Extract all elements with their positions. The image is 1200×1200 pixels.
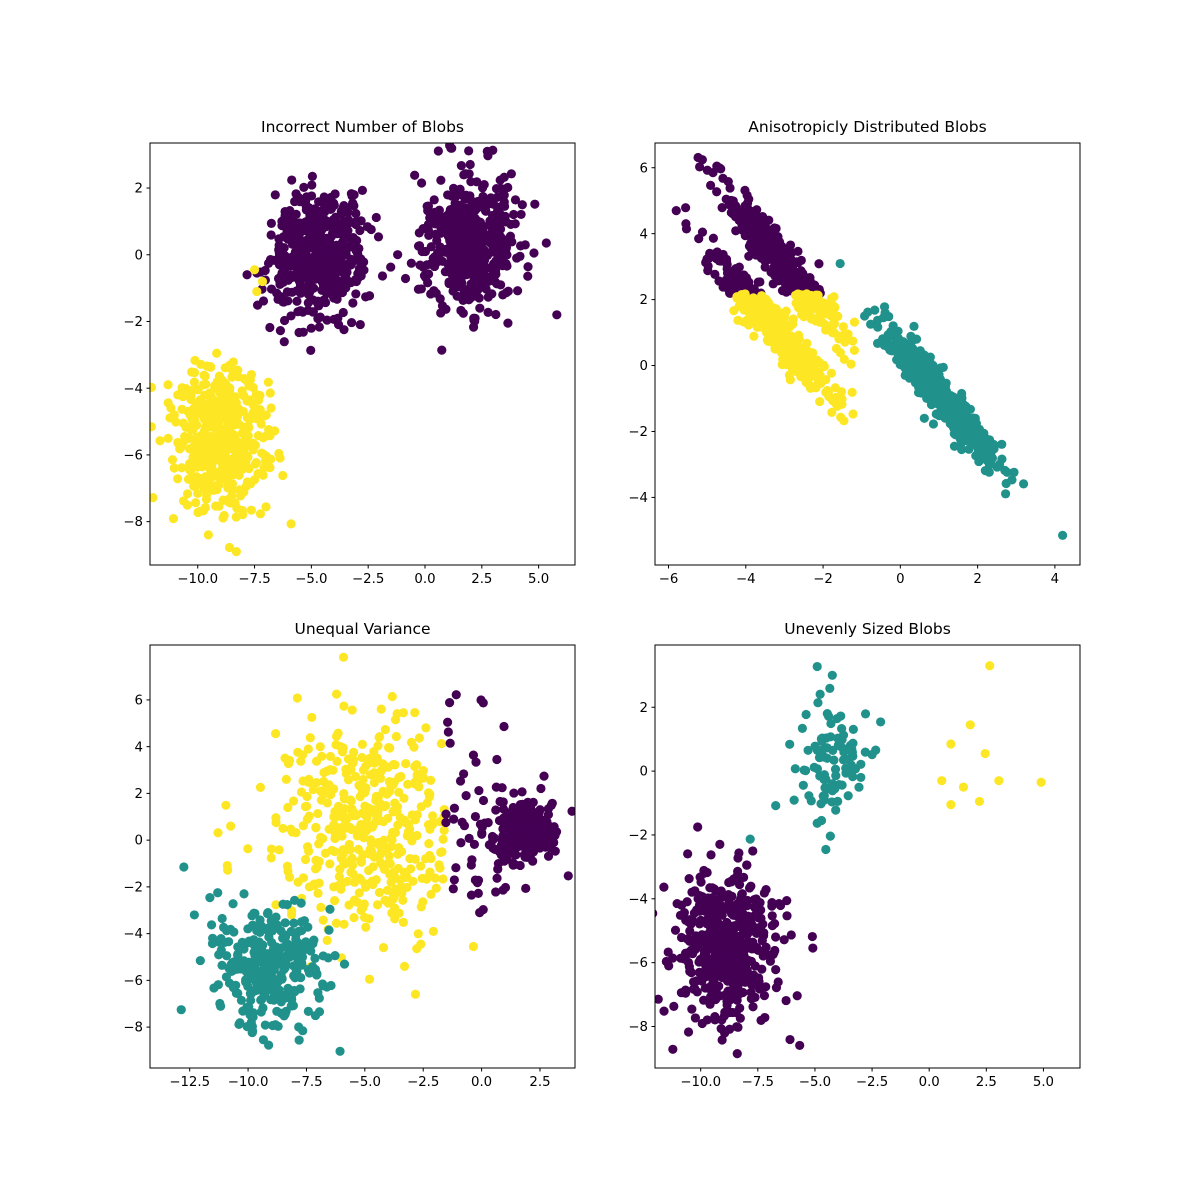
y-tick-label: 6 [640, 161, 648, 176]
cluster-yellow-small-blob-10pts [937, 661, 1046, 810]
cluster-purple-stripe-tip-points [671, 161, 722, 229]
y-tick-label: −6 [628, 956, 648, 971]
x-tick-label: −10.0 [228, 1075, 269, 1090]
y-tick-label: 2 [640, 293, 648, 308]
x-tick-label: −10.0 [177, 572, 218, 587]
scatter-points [176, 652, 576, 1056]
x-tick-label: −5.0 [799, 1075, 831, 1090]
cluster-teal-stripe [835, 258, 1029, 499]
x-tick-label: −7.5 [742, 1075, 774, 1090]
cluster-teal-blob [176, 889, 350, 1056]
axes-spines [149, 644, 576, 1069]
y-tick-label: 0 [135, 834, 143, 849]
y-tick-label: −2 [123, 880, 143, 895]
plot-title-unevenly-sized-blobs: Unevenly Sized Blobs [784, 620, 951, 638]
y-tick-label: 6 [135, 694, 143, 709]
y-tick-label: −4 [628, 491, 648, 506]
cluster-yellow-blob [149, 348, 296, 553]
x-tick-label: −10.0 [680, 1075, 721, 1090]
cluster-purple-low-outlier [732, 1049, 742, 1059]
y-tick-label: −2 [628, 425, 648, 440]
subplot-unevenly-sized-blobs: Unevenly Sized Blobs −10.0 −7.5 −5.0 −2.5 0.0… [628, 620, 1081, 1090]
plot-title-anisotropicly-distributed-blobs: Anisotropicly Distributed Blobs [748, 118, 986, 136]
y-tick-label: −6 [123, 449, 143, 464]
x-tick-label: 2.5 [471, 572, 492, 587]
y-tick-label: −4 [628, 892, 648, 907]
y-tick-label: 0 [640, 359, 648, 374]
scatter-points [671, 152, 1068, 540]
x-tick-label: −2.5 [856, 1075, 888, 1090]
y-tick-label: 2 [135, 182, 143, 197]
cluster-yellow-main-stripe [729, 289, 858, 426]
cluster-yellow-boundary-points [231, 265, 268, 557]
scatter-points [149, 142, 562, 557]
y-tick-label: −8 [628, 1020, 648, 1035]
subplot-anisotropicly-distributed-blobs: Anisotropicly Distributed Blobs −6 −4 −2 0 2 4… [628, 118, 1081, 587]
cluster-yellow-low-stray-points [364, 939, 479, 984]
x-tick-label: −7.5 [290, 1075, 322, 1090]
x-tick-label: −4 [736, 572, 756, 587]
cluster-teal-medium-blob-100pts [745, 661, 886, 855]
y-tick-label: −4 [123, 382, 143, 397]
x-tick-label: −2.5 [407, 1075, 439, 1090]
y-tick-label: 0 [640, 765, 648, 780]
cluster-purple-large-blob-500pts [654, 822, 818, 1054]
x-tick-label: 2.5 [529, 1075, 550, 1090]
subplot-incorrect-number-of-blobs: Incorrect Number of Blobs −10.0 −7.5 −5.0 −2… [123, 118, 576, 587]
x-tick-label: −6 [659, 572, 679, 587]
axes-spines [654, 644, 1081, 1069]
y-tick-label: −8 [123, 1021, 143, 1036]
axes-spines [149, 142, 576, 566]
x-tick-label: −5.0 [349, 1075, 381, 1090]
cluster-purple-right-blob [377, 142, 551, 355]
y-tick-label: −6 [123, 974, 143, 989]
x-tick-label: 4 [1051, 572, 1059, 587]
y-tick-label: 2 [135, 787, 143, 802]
x-tick-label: 0.0 [919, 1075, 940, 1090]
x-tick-label: −12.5 [169, 1075, 210, 1090]
x-tick-label: 0.0 [471, 1075, 492, 1090]
x-tick-label: 2 [973, 572, 981, 587]
cluster-purple-top-of-left-stripe [681, 203, 766, 298]
cluster-purple-right-outlier [552, 310, 562, 320]
x-tick-label: −7.5 [238, 572, 270, 587]
axes-spines [654, 142, 1081, 566]
x-tick-label: −2 [813, 572, 833, 587]
cluster-purple-upper-stripe [693, 152, 825, 299]
y-tick-label: 0 [135, 248, 143, 263]
x-tick-label: 5.0 [1033, 1075, 1054, 1090]
x-tick-label: 0.0 [414, 572, 435, 587]
y-tick-label: −8 [123, 515, 143, 530]
y-tick-label: 4 [640, 227, 648, 242]
x-tick-label: 5.0 [528, 572, 549, 587]
cluster-teal-stray-points [179, 862, 223, 920]
x-tick-label: −5.0 [295, 572, 327, 587]
cluster-yellow-wide-blob [213, 652, 449, 999]
cluster-yellow-tail-of-upper-stripe [790, 289, 860, 369]
y-tick-label: 4 [135, 740, 143, 755]
scatter-points [654, 661, 1046, 1059]
plot-title-unequal-variance: Unequal Variance [294, 620, 430, 638]
x-tick-label: 0 [896, 572, 904, 587]
cluster-purple-compact-blob [475, 783, 562, 871]
y-tick-label: 2 [640, 701, 648, 716]
y-tick-label: −4 [123, 927, 143, 942]
x-tick-label: −2.5 [352, 572, 384, 587]
cluster-purple-left-blob [242, 171, 403, 356]
y-tick-label: −2 [123, 315, 143, 330]
y-tick-label: −2 [628, 829, 648, 844]
plot-title-incorrect-number-of-blobs: Incorrect Number of Blobs [261, 118, 464, 136]
subplot-unequal-variance: Unequal Variance −12.5 −10.0 −7.5 −5.0 −2.5 0.… [123, 620, 576, 1090]
cluster-teal-outlier [1058, 530, 1068, 540]
x-tick-label: 2.5 [976, 1075, 997, 1090]
